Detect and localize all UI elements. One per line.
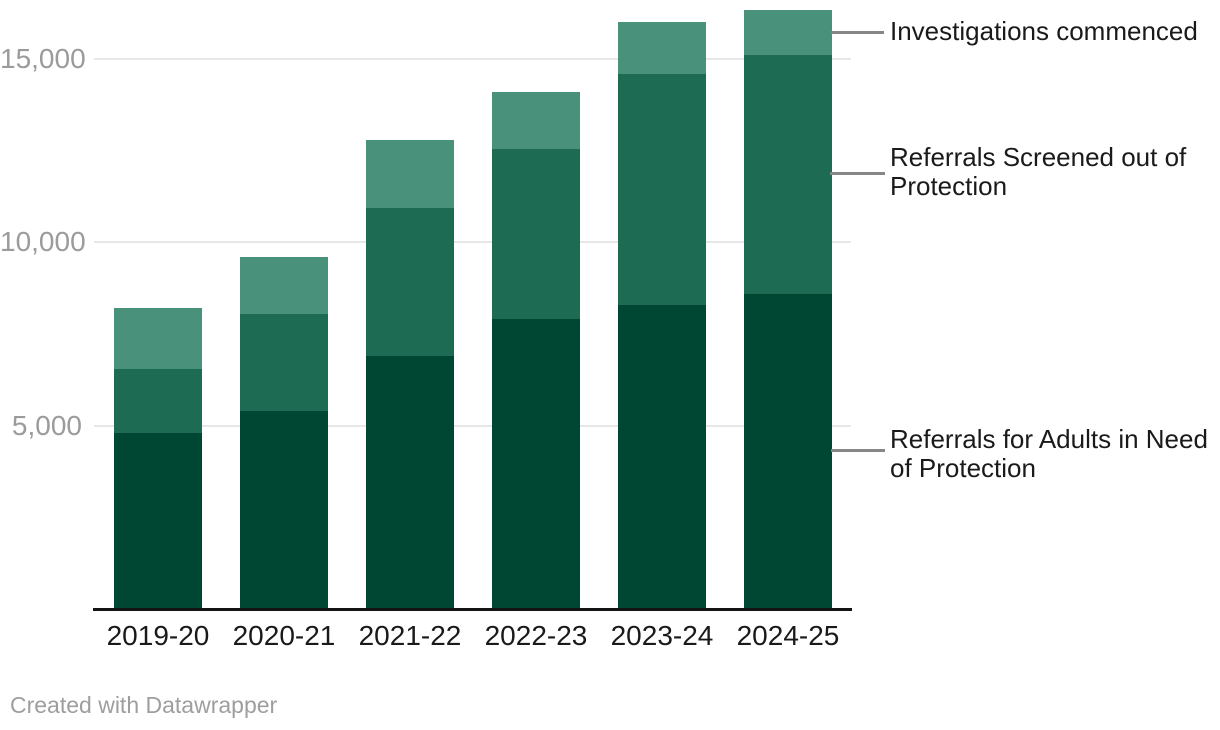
gridline: [94, 425, 851, 427]
annotation-connector-adults-in-need: [831, 449, 885, 452]
annotation-line: Referrals for Adults in Need: [890, 424, 1208, 454]
bar-segment: [492, 149, 580, 319]
x-axis-line: [93, 608, 852, 611]
annotation-line: Investigations commenced: [890, 16, 1198, 46]
bar-segment: [744, 294, 832, 609]
annotation-connector-investigations: [831, 31, 884, 34]
bar-segment: [366, 140, 454, 208]
annotation-referrals-screened-out: Referrals Screened out of Protection: [890, 143, 1210, 201]
y-tick-label: 10,000: [0, 226, 86, 257]
bar-segment: [366, 208, 454, 356]
gridline: [94, 241, 851, 243]
annotation-referrals-adults-in-need: Referrals for Adults in Need of Protecti…: [890, 425, 1210, 483]
bar-segment: [366, 356, 454, 609]
annotation-line: Protection: [890, 171, 1008, 201]
x-tick-label: 2022-23: [484, 620, 588, 651]
y-tick-label: 5,000: [11, 410, 82, 441]
gridline: [94, 58, 851, 60]
bar-segment: [240, 411, 328, 609]
bar-segment: [618, 74, 706, 305]
annotation-connector-screened-out: [830, 172, 885, 175]
bar-segment: [744, 55, 832, 294]
x-tick-label: 2019-20: [106, 620, 210, 651]
bar-segment: [114, 433, 202, 609]
annotation-line: Referrals Screened out of: [890, 142, 1187, 172]
x-tick-label: 2023-24: [610, 620, 714, 651]
bar-segment: [240, 257, 328, 314]
bar-segment: [114, 369, 202, 433]
bar-segment: [744, 10, 832, 55]
bar-segment: [492, 319, 580, 609]
x-tick-label: 2024-25: [736, 620, 840, 651]
bar-segment: [618, 22, 706, 74]
bar-segment: [618, 305, 706, 609]
bar-segment: [492, 92, 580, 149]
x-tick-label: 2020-21: [232, 620, 336, 651]
annotation-line: of Protection: [890, 453, 1036, 483]
datawrapper-credit: Created with Datawrapper: [10, 692, 278, 718]
annotation-investigations-commenced: Investigations commenced: [890, 17, 1210, 46]
bar-segment: [114, 308, 202, 369]
y-tick-label: 15,000: [0, 43, 86, 74]
bar-segment: [240, 314, 328, 411]
x-tick-label: 2021-22: [358, 620, 462, 651]
